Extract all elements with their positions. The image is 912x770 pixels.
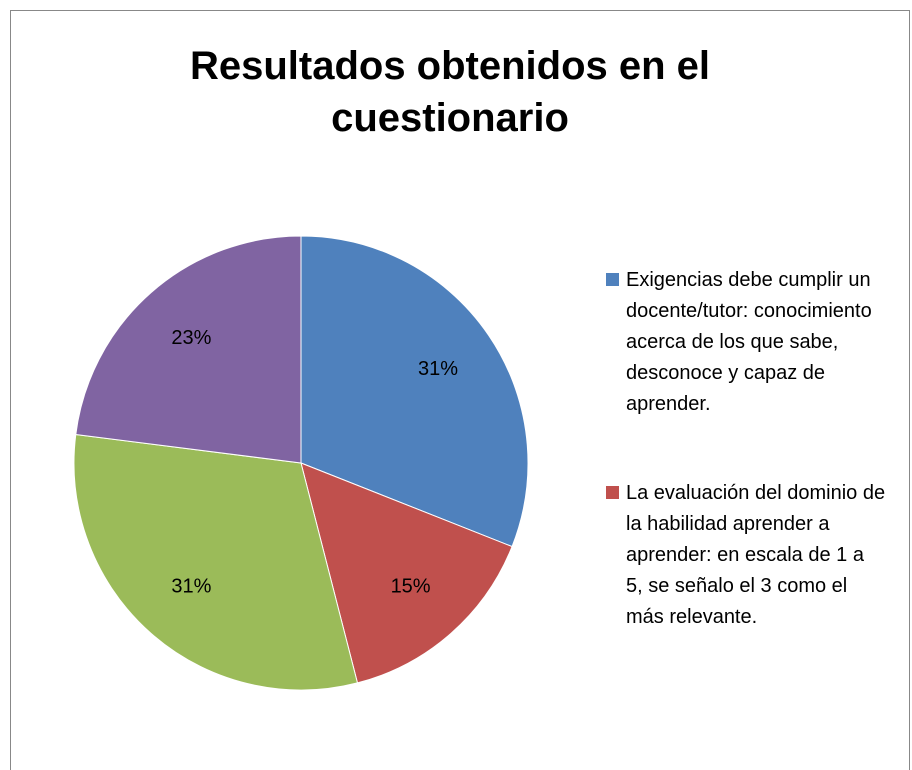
data-label: 15% [391,576,431,598]
pie-slice [73,433,359,691]
chart-frame [10,10,910,770]
chart-title: Resultados obtenidos en el cuestionario [189,44,711,140]
legend-swatch [606,273,619,286]
pie-slice [300,462,513,684]
legend-label: Exigencias debe cumplir un docente/tutor… [626,269,872,415]
legend-entry: Exigencias debe cumplir un docente/tutor… [606,265,886,420]
data-label: 31% [418,358,458,380]
pie-slice [300,235,529,548]
legend-swatch [606,486,619,499]
legend-label: La evaluación del dominio de la habilida… [626,482,886,628]
legend-entry: La evaluación del dominio de la habilida… [606,478,886,633]
pie-slice [75,235,302,464]
data-label: 31% [171,576,211,598]
data-label: 23% [171,327,211,349]
